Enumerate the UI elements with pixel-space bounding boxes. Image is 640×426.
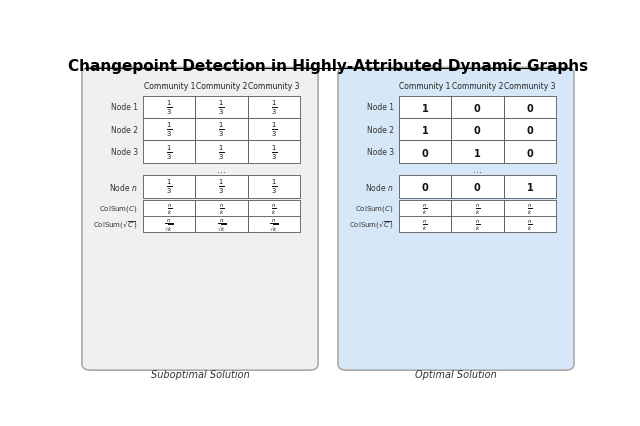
Bar [504, 201, 556, 217]
Text: Node 2: Node 2 [111, 125, 138, 134]
Text: $\frac{n}{k}$: $\frac{n}{k}$ [475, 217, 480, 232]
Text: $\frac{1}{3}$: $\frac{1}{3}$ [166, 178, 172, 196]
Bar [195, 216, 248, 233]
Bar [143, 96, 195, 119]
Text: Community 1: Community 1 [143, 81, 195, 90]
Text: Community 2: Community 2 [452, 81, 503, 90]
Text: $\frac{1}{3}$: $\frac{1}{3}$ [218, 143, 225, 161]
Text: Suboptimal Solution: Suboptimal Solution [150, 369, 250, 379]
Text: Community 3: Community 3 [504, 81, 556, 90]
Text: Node 1: Node 1 [111, 103, 138, 112]
Bar [399, 216, 451, 233]
Text: $\mathbf{1}$: $\mathbf{1}$ [421, 101, 429, 113]
Text: Node 2: Node 2 [367, 125, 394, 134]
Text: $\mathbf{0}$: $\mathbf{0}$ [474, 124, 482, 136]
Text: $\frac{n}{\sqrt{k}}$: $\frac{n}{\sqrt{k}}$ [164, 217, 174, 233]
Bar [195, 96, 248, 119]
Bar [451, 141, 504, 163]
Bar [143, 119, 195, 141]
Bar [451, 176, 504, 198]
Bar [504, 96, 556, 119]
Text: ...: ... [473, 164, 482, 174]
FancyBboxPatch shape [338, 68, 574, 370]
Bar [195, 141, 248, 163]
FancyBboxPatch shape [82, 68, 318, 370]
Bar [248, 141, 300, 163]
Bar [399, 119, 451, 141]
Text: $\frac{1}{3}$: $\frac{1}{3}$ [271, 178, 277, 196]
Bar [399, 201, 451, 217]
Bar [195, 119, 248, 141]
Bar [248, 96, 300, 119]
Bar [195, 176, 248, 198]
Text: ...: ... [217, 164, 226, 174]
Text: Community 3: Community 3 [248, 81, 300, 90]
Text: $\frac{1}{3}$: $\frac{1}{3}$ [271, 143, 277, 161]
Text: $\frac{n}{k}$: $\frac{n}{k}$ [219, 201, 224, 216]
Bar [248, 201, 300, 217]
Text: Changepoint Detection in Highly-Attributed Dynamic Graphs: Changepoint Detection in Highly-Attribut… [68, 59, 588, 74]
Text: $\frac{n}{k}$: $\frac{n}{k}$ [422, 201, 428, 216]
Text: $\mathbf{0}$: $\mathbf{0}$ [421, 181, 429, 193]
Text: $\frac{1}{3}$: $\frac{1}{3}$ [218, 178, 225, 196]
Text: $\mathbf{0}$: $\mathbf{0}$ [526, 146, 534, 158]
Text: ColSum($C$): ColSum($C$) [355, 204, 394, 214]
Bar [399, 141, 451, 163]
Bar [143, 176, 195, 198]
Text: Node $n$: Node $n$ [365, 181, 394, 193]
Text: $\mathbf{0}$: $\mathbf{0}$ [474, 101, 482, 113]
Text: $\frac{n}{\sqrt{k}}$: $\frac{n}{\sqrt{k}}$ [269, 217, 279, 233]
Text: $\frac{n}{k}$: $\frac{n}{k}$ [271, 201, 276, 216]
Text: ColSum($\sqrt{C}$): ColSum($\sqrt{C}$) [93, 219, 138, 230]
Text: Node $n$: Node $n$ [109, 181, 138, 193]
Text: Node 1: Node 1 [367, 103, 394, 112]
Bar [451, 201, 504, 217]
Text: Community 1: Community 1 [399, 81, 451, 90]
Text: $\frac{n}{k}$: $\frac{n}{k}$ [475, 201, 480, 216]
Bar [504, 216, 556, 233]
Bar [399, 96, 451, 119]
Bar [504, 119, 556, 141]
Bar [451, 119, 504, 141]
Text: ColSum($\sqrt{C}$): ColSum($\sqrt{C}$) [349, 219, 394, 230]
Text: $\frac{n}{k}$: $\frac{n}{k}$ [166, 201, 172, 216]
Bar [248, 216, 300, 233]
Bar [451, 96, 504, 119]
Bar [504, 141, 556, 163]
Bar [143, 141, 195, 163]
Text: $\mathbf{1}$: $\mathbf{1}$ [421, 124, 429, 136]
Text: Node 3: Node 3 [367, 148, 394, 157]
Text: Node 3: Node 3 [111, 148, 138, 157]
Text: $\mathbf{0}$: $\mathbf{0}$ [474, 181, 482, 193]
Text: Optimal Solution: Optimal Solution [415, 369, 497, 379]
Text: $\frac{1}{3}$: $\frac{1}{3}$ [218, 121, 225, 139]
Text: $\mathbf{0}$: $\mathbf{0}$ [421, 146, 429, 158]
Text: $\frac{1}{3}$: $\frac{1}{3}$ [218, 98, 225, 117]
Text: $\frac{1}{3}$: $\frac{1}{3}$ [271, 121, 277, 139]
Text: $\frac{n}{\sqrt{k}}$: $\frac{n}{\sqrt{k}}$ [217, 217, 227, 233]
Text: $\frac{n}{k}$: $\frac{n}{k}$ [527, 217, 532, 232]
Text: $\frac{1}{3}$: $\frac{1}{3}$ [166, 121, 172, 139]
Bar [195, 201, 248, 217]
Text: $\mathbf{1}$: $\mathbf{1}$ [474, 146, 482, 158]
Text: $\mathbf{0}$: $\mathbf{0}$ [526, 101, 534, 113]
Bar [248, 119, 300, 141]
Text: $\frac{1}{3}$: $\frac{1}{3}$ [166, 143, 172, 161]
Bar [504, 176, 556, 198]
Text: $\frac{n}{k}$: $\frac{n}{k}$ [527, 201, 532, 216]
Bar [143, 201, 195, 217]
Text: Community 2: Community 2 [196, 81, 247, 90]
Bar [399, 176, 451, 198]
Text: $\mathbf{1}$: $\mathbf{1}$ [526, 181, 534, 193]
Text: ColSum($C$): ColSum($C$) [99, 204, 138, 214]
Bar [451, 216, 504, 233]
Bar [248, 176, 300, 198]
Text: $\frac{1}{3}$: $\frac{1}{3}$ [166, 98, 172, 117]
Bar [143, 216, 195, 233]
Text: $\mathbf{0}$: $\mathbf{0}$ [526, 124, 534, 136]
Text: $\frac{1}{3}$: $\frac{1}{3}$ [271, 98, 277, 117]
Text: $\frac{n}{k}$: $\frac{n}{k}$ [422, 217, 428, 232]
